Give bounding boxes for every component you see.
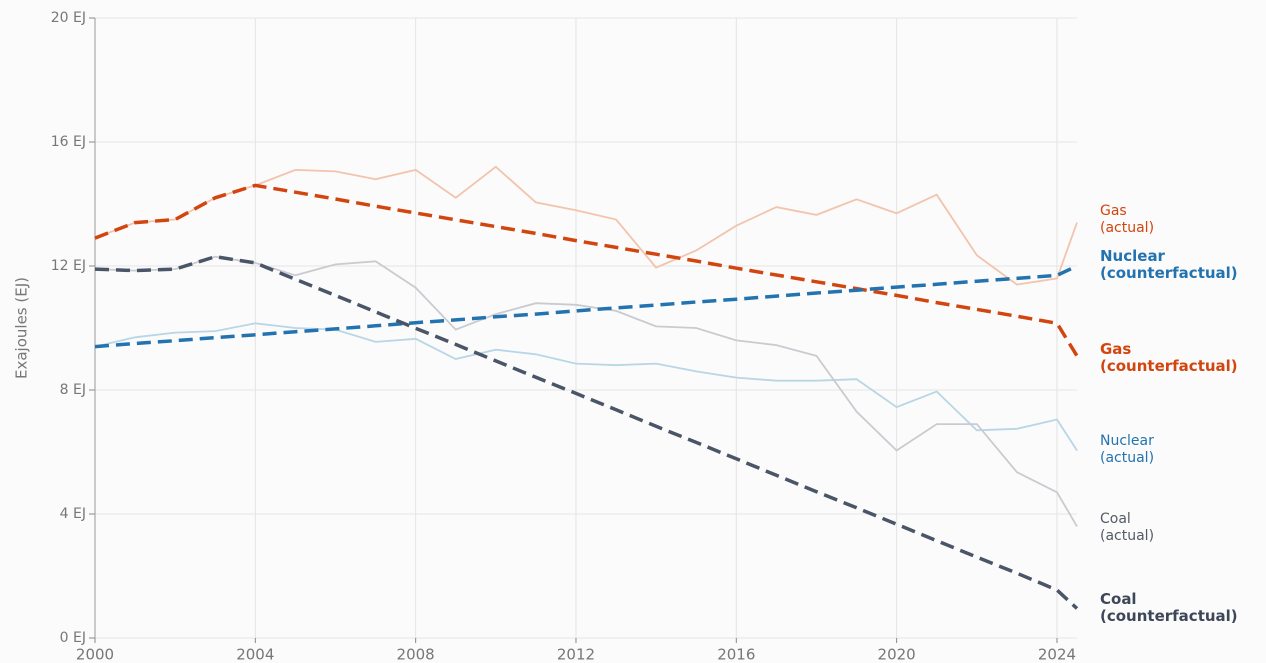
series-line — [94, 254, 1079, 610]
series-label: Coal (counterfactual) — [1100, 590, 1238, 625]
x-tick-label: 2020 — [878, 646, 916, 663]
x-tick-label: 2000 — [76, 646, 114, 663]
series-line — [94, 255, 1078, 527]
series-line — [94, 165, 1078, 286]
x-tick-label: 2024 — [1038, 646, 1076, 663]
y-tick-label: 8 EJ — [60, 382, 86, 398]
x-tick-label: 2012 — [557, 646, 595, 663]
y-tick-label: 0 EJ — [60, 630, 86, 646]
x-tick-label: 2016 — [717, 646, 755, 663]
y-tick-label: 12 EJ — [51, 258, 86, 274]
y-axis-label: Exajoules (EJ) — [13, 277, 31, 379]
y-tick-label: 16 EJ — [51, 134, 86, 150]
series-label: Nuclear (counterfactual) — [1100, 247, 1238, 282]
series-label: Nuclear (actual) — [1100, 433, 1155, 466]
series-line — [94, 322, 1078, 451]
series-label: Coal (actual) — [1100, 511, 1155, 544]
series-label: Gas (counterfactual) — [1100, 340, 1238, 375]
series-label: Gas (actual) — [1100, 203, 1155, 236]
x-tick-label: 2008 — [397, 646, 435, 663]
x-tick-label: 2004 — [236, 646, 274, 663]
y-tick-label: 20 EJ — [51, 10, 86, 26]
y-tick-label: 4 EJ — [60, 506, 86, 522]
series-line — [94, 183, 1079, 357]
